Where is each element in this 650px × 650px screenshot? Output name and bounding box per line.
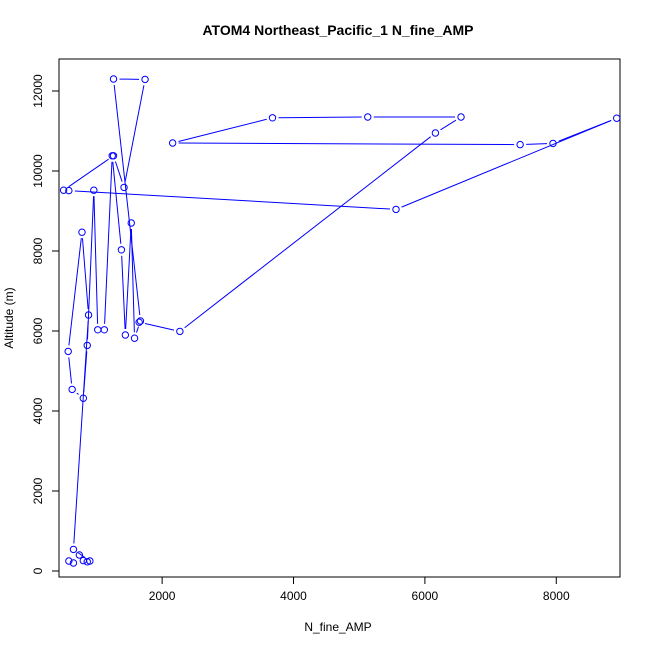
data-point bbox=[78, 228, 86, 236]
x-axis-label: N_fine_AMP bbox=[304, 620, 371, 634]
series-segment bbox=[184, 136, 431, 329]
y-axis-label: Altitude (m) bbox=[2, 287, 16, 348]
data-point bbox=[168, 139, 177, 147]
series-segment bbox=[74, 190, 391, 210]
series-segment bbox=[76, 392, 79, 395]
data-point bbox=[127, 219, 135, 227]
data-point bbox=[59, 186, 68, 194]
series-segment bbox=[526, 143, 548, 145]
y-tick-label: 12000 bbox=[31, 74, 45, 108]
data-point bbox=[79, 556, 88, 565]
series-segment bbox=[114, 161, 123, 182]
series-segment bbox=[68, 238, 82, 346]
series-segment bbox=[78, 552, 86, 558]
series-segment bbox=[73, 320, 89, 544]
data-point bbox=[268, 114, 277, 122]
data-point bbox=[109, 152, 118, 160]
series-segment bbox=[87, 196, 95, 340]
series-segment bbox=[178, 142, 515, 146]
data-point bbox=[65, 557, 73, 565]
y-tick-label: 0 bbox=[31, 567, 45, 574]
series-segment bbox=[83, 351, 88, 393]
data-point bbox=[121, 331, 130, 339]
data-point bbox=[516, 140, 524, 149]
data-point bbox=[100, 326, 109, 334]
data-point bbox=[75, 551, 84, 559]
series-segment bbox=[93, 196, 99, 324]
series-segment bbox=[112, 161, 122, 244]
data-point bbox=[68, 385, 76, 394]
series-segment bbox=[125, 228, 132, 330]
y-axis: 0 2000 4000 6000 8000 10000 12000 bbox=[31, 74, 60, 574]
series-segment bbox=[68, 357, 73, 384]
data-point bbox=[549, 139, 557, 148]
data-point bbox=[136, 317, 145, 325]
data-point bbox=[90, 186, 98, 194]
data-point bbox=[64, 347, 72, 356]
data-point bbox=[176, 327, 184, 336]
chart-title: ATOM4 Northeast_Pacific_1 N_fine_AMP bbox=[202, 22, 473, 38]
y-tick-label: 6000 bbox=[31, 317, 45, 344]
data-point bbox=[613, 114, 621, 122]
data-point bbox=[431, 129, 440, 137]
x-tick-label: 2000 bbox=[149, 589, 176, 603]
data-point bbox=[120, 183, 128, 192]
data-point bbox=[130, 334, 139, 342]
x-tick-label: 8000 bbox=[543, 589, 570, 603]
y-tick-label: 8000 bbox=[31, 237, 45, 264]
data-point bbox=[84, 311, 93, 319]
series-segment bbox=[113, 84, 141, 316]
x-tick-label: 6000 bbox=[412, 589, 439, 603]
series-segment bbox=[136, 326, 139, 333]
data-point bbox=[364, 113, 372, 121]
series-lines bbox=[68, 78, 612, 558]
data-point bbox=[392, 205, 400, 214]
y-tick-label: 10000 bbox=[31, 154, 45, 188]
data-point bbox=[141, 75, 149, 84]
series-segment bbox=[440, 119, 457, 131]
series-segment bbox=[144, 323, 175, 331]
data-point bbox=[69, 545, 78, 554]
y-tick-label: 2000 bbox=[31, 477, 45, 504]
data-point bbox=[94, 326, 102, 334]
series-segment bbox=[401, 120, 612, 208]
series-segment bbox=[121, 255, 126, 330]
y-tick-label: 4000 bbox=[31, 397, 45, 424]
data-point bbox=[69, 559, 78, 567]
series-segment bbox=[178, 118, 267, 143]
series-segment bbox=[81, 238, 89, 310]
series-segment bbox=[68, 158, 109, 188]
x-axis: 2000 4000 6000 8000 bbox=[149, 576, 570, 603]
series-points bbox=[59, 75, 621, 567]
series-segment bbox=[104, 161, 113, 324]
data-point bbox=[65, 186, 73, 195]
data-point bbox=[79, 394, 88, 402]
data-point bbox=[135, 318, 143, 326]
series-segment bbox=[124, 85, 145, 182]
plot-frame bbox=[58, 58, 621, 578]
data-point bbox=[109, 75, 118, 83]
series-segment bbox=[278, 116, 362, 119]
data-point bbox=[86, 557, 94, 565]
x-tick-label: 4000 bbox=[280, 589, 307, 603]
data-point bbox=[117, 246, 126, 254]
data-point bbox=[83, 341, 91, 350]
data-point bbox=[457, 113, 465, 121]
series-segment bbox=[558, 119, 612, 142]
